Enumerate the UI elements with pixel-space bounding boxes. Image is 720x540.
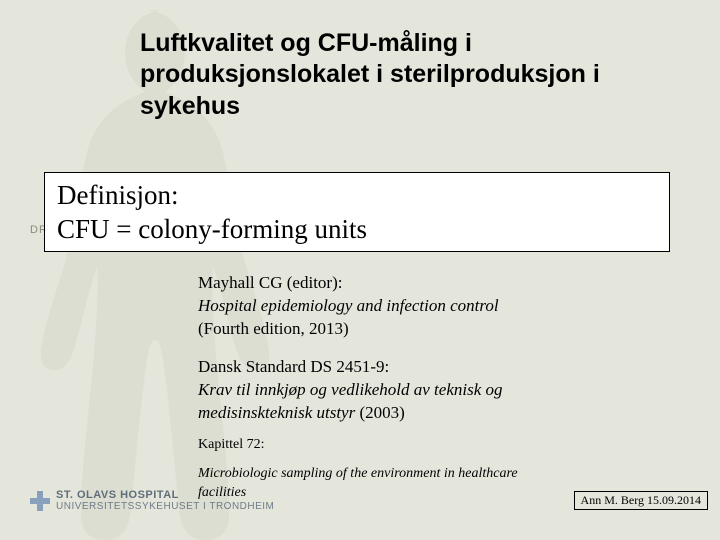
definition-line2: CFU = colony-forming units — [57, 213, 657, 247]
author-date-box: Ann M. Berg 15.09.2014 — [574, 491, 708, 510]
slide-title: Luftkvalitet og CFU-måling i produksjons… — [140, 28, 680, 122]
ref1-line1: Mayhall CG (editor): — [198, 272, 578, 295]
reference-dansk-standard: Dansk Standard DS 2451-9: Krav til innkj… — [198, 356, 578, 425]
logo-sub: UNIVERSITETSSYKEHUSET I TRONDHEIM — [56, 501, 274, 512]
ref2-line2: Krav til innkjøp og vedlikehold av tekni… — [198, 379, 578, 402]
definition-box: Definisjon: CFU = colony-forming units — [44, 172, 670, 252]
ref1-line2: Hospital epidemiology and infection cont… — [198, 295, 578, 318]
ref2-line3-italic: medisinskteknisk utstyr — [198, 403, 355, 422]
ref2-line1: Dansk Standard DS 2451-9: — [198, 356, 578, 379]
logo-text: ST. OLAVS HOSPITAL UNIVERSITETSSYKEHUSET… — [56, 489, 274, 512]
hospital-logo: ST. OLAVS HOSPITAL UNIVERSITETSSYKEHUSET… — [30, 489, 274, 512]
cross-icon — [30, 491, 50, 511]
chapter-label: Kapittel 72: — [198, 437, 578, 453]
ref2-line3: medisinskteknisk utstyr (2003) — [198, 402, 578, 425]
reference-mayhall: Mayhall CG (editor): Hospital epidemiolo… — [198, 272, 578, 341]
title-text: Luftkvalitet og CFU-måling i produksjons… — [140, 28, 680, 122]
ref1-line3: (Fourth edition, 2013) — [198, 318, 578, 341]
ref2-line3-tail: (2003) — [355, 403, 405, 422]
definition-line1: Definisjon: — [57, 179, 657, 213]
logo-main: ST. OLAVS HOSPITAL — [56, 489, 274, 501]
